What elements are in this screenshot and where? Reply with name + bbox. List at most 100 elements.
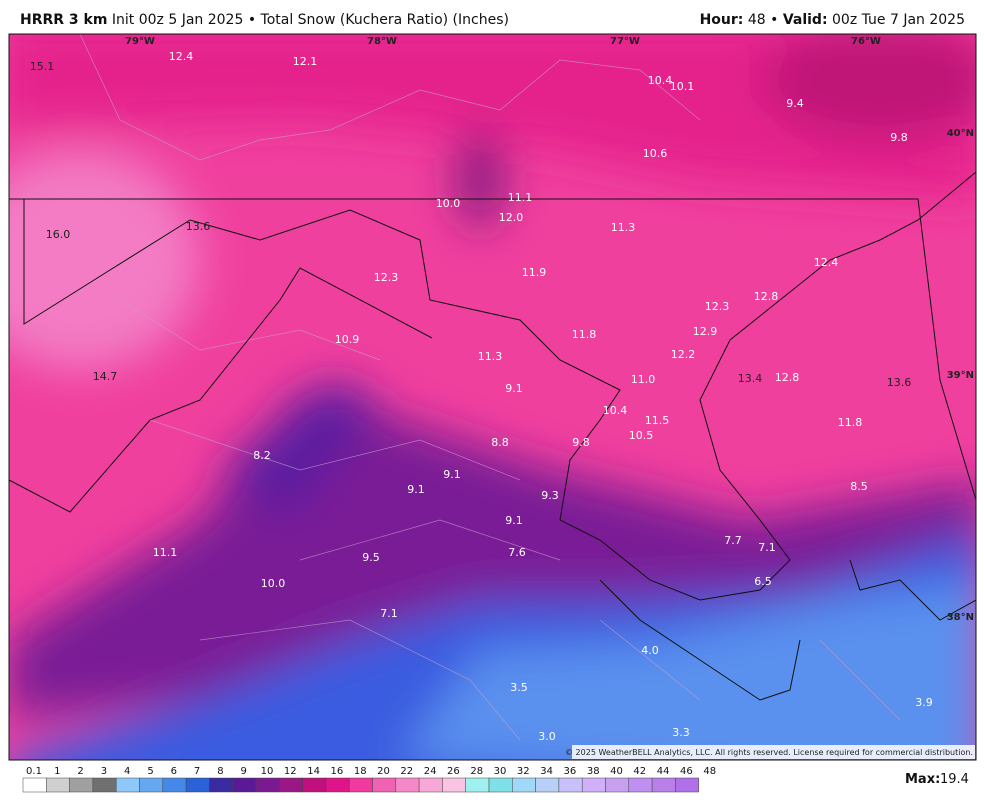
colorbar-swatch	[605, 777, 630, 793]
snow-value: 12.4	[814, 256, 839, 269]
latitude-label: 39°N	[947, 370, 974, 381]
snow-value: 9.8	[890, 131, 908, 144]
colorbar-tick: 0.1	[26, 766, 42, 777]
colorbar-tick: 24	[424, 766, 437, 777]
snow-value: 9.1	[505, 382, 523, 395]
snow-value: 9.4	[786, 97, 804, 110]
snow-value: 11.3	[478, 350, 503, 363]
colorbar-swatch	[675, 777, 699, 793]
colorbar-swatch	[22, 777, 47, 793]
copyright: © 2025 WeatherBELL Analytics, LLC. All r…	[565, 748, 973, 757]
colorbar-tick: 1	[54, 766, 60, 777]
colorbar-tick: 48	[703, 766, 716, 777]
colorbar-swatch	[395, 777, 420, 793]
colorbar-swatch	[279, 777, 303, 793]
snow-value: 12.2	[671, 348, 696, 361]
colorbar-swatch	[512, 777, 536, 793]
snow-value: 12.9	[693, 325, 718, 338]
snow-value: 10.4	[603, 404, 628, 417]
header-right: Hour: 48 • Valid: 00z Tue 7 Jan 2025	[700, 12, 965, 28]
snow-value: 10.4	[648, 74, 673, 87]
colorbar-swatch	[558, 777, 583, 793]
snow-value: 12.4	[169, 50, 194, 63]
colorbar-tick: 8	[217, 766, 223, 777]
colorbar-swatch	[209, 777, 233, 793]
colorbar-tick: 28	[470, 766, 483, 777]
snow-value: 16.0	[46, 228, 71, 241]
colorbar-swatch	[442, 777, 466, 793]
colorbar-tick: 6	[171, 766, 177, 777]
colorbar-tick: 5	[147, 766, 153, 777]
colorbar-swatch	[325, 777, 350, 793]
colorbar-swatch	[348, 777, 373, 793]
colorbar-tick: 18	[354, 766, 367, 777]
colorbar-swatch	[255, 777, 280, 793]
colorbar-swatch	[185, 777, 210, 793]
snow-value: 13.4	[738, 372, 763, 385]
snow-value: 6.5	[754, 575, 772, 588]
longitude-label: 78°W	[367, 36, 397, 47]
snow-value: 13.6	[887, 376, 912, 389]
snow-value: 12.0	[499, 211, 524, 224]
snow-value: 8.2	[253, 449, 271, 462]
colorbar-tick: 9	[241, 766, 247, 777]
colorbar-tick: 22	[400, 766, 413, 777]
longitude-label: 76°W	[851, 36, 881, 47]
latitude-label: 40°N	[947, 128, 974, 139]
colorbar-tick: 36	[564, 766, 577, 777]
hour-label: Hour:	[699, 12, 744, 28]
snow-value: 10.5	[629, 429, 654, 442]
snow-value: 10.9	[335, 333, 360, 346]
snow-value: 3.3	[672, 726, 690, 739]
colorbar-tick: 16	[331, 766, 344, 777]
colorbar-swatch	[115, 777, 140, 793]
colorbar-swatch	[488, 777, 513, 793]
colorbar-tick: 30	[494, 766, 507, 777]
snow-value: 14.7	[93, 370, 118, 383]
snow-value: 9.3	[541, 489, 559, 502]
valid-value: 00z Tue 7 Jan 2025	[832, 12, 965, 28]
colorbar-swatch	[139, 777, 164, 793]
snow-value: 11.1	[153, 546, 178, 559]
colorbar-tick: 38	[587, 766, 600, 777]
colorbar-tick: 32	[517, 766, 530, 777]
snow-value: 8.5	[850, 480, 868, 493]
longitude-label: 77°W	[610, 36, 640, 47]
colorbar-swatch	[372, 777, 397, 793]
colorbar-tick: 46	[680, 766, 693, 777]
snow-value: 9.8	[572, 436, 590, 449]
model: HRRR 3 km	[20, 12, 108, 28]
colorbar-swatch	[162, 777, 187, 793]
snow-value: 3.9	[915, 696, 933, 709]
colorbar-tick: 26	[447, 766, 460, 777]
colorbar-tick: 4	[124, 766, 130, 777]
snow-value: 12.8	[775, 371, 800, 384]
snow-value: 7.7	[724, 534, 742, 547]
colorbar-swatch	[581, 777, 606, 793]
colorbar-swatch	[92, 777, 117, 793]
snow-value: 15.1	[30, 60, 55, 73]
longitude-label: 79°W	[125, 36, 155, 47]
colorbar-tick: 12	[284, 766, 297, 777]
snow-value: 3.5	[510, 681, 528, 694]
colorbar-swatch	[46, 777, 70, 793]
colorbar-tick: 2	[77, 766, 83, 777]
snow-value: 4.0	[641, 644, 659, 657]
snow-value: 11.1	[508, 191, 533, 204]
colorbar-tick: 40	[610, 766, 623, 777]
header-left: HRRR 3 km Init 00z 5 Jan 2025 • Total Sn…	[20, 12, 509, 28]
snow-value: 7.6	[508, 546, 526, 559]
snow-value: 11.0	[631, 373, 656, 386]
colorbar-tick: 44	[657, 766, 670, 777]
colorbar-tick: 3	[101, 766, 107, 777]
snow-value: 11.3	[611, 221, 636, 234]
snow-value: 9.1	[407, 483, 425, 496]
latitude-label: 38°N	[947, 612, 974, 623]
snow-value: 11.8	[838, 416, 863, 429]
snow-value: 7.1	[380, 607, 398, 620]
colorbar-swatch	[69, 777, 94, 793]
colorbar-tick: 14	[307, 766, 320, 777]
colorbar-swatch	[232, 777, 257, 793]
